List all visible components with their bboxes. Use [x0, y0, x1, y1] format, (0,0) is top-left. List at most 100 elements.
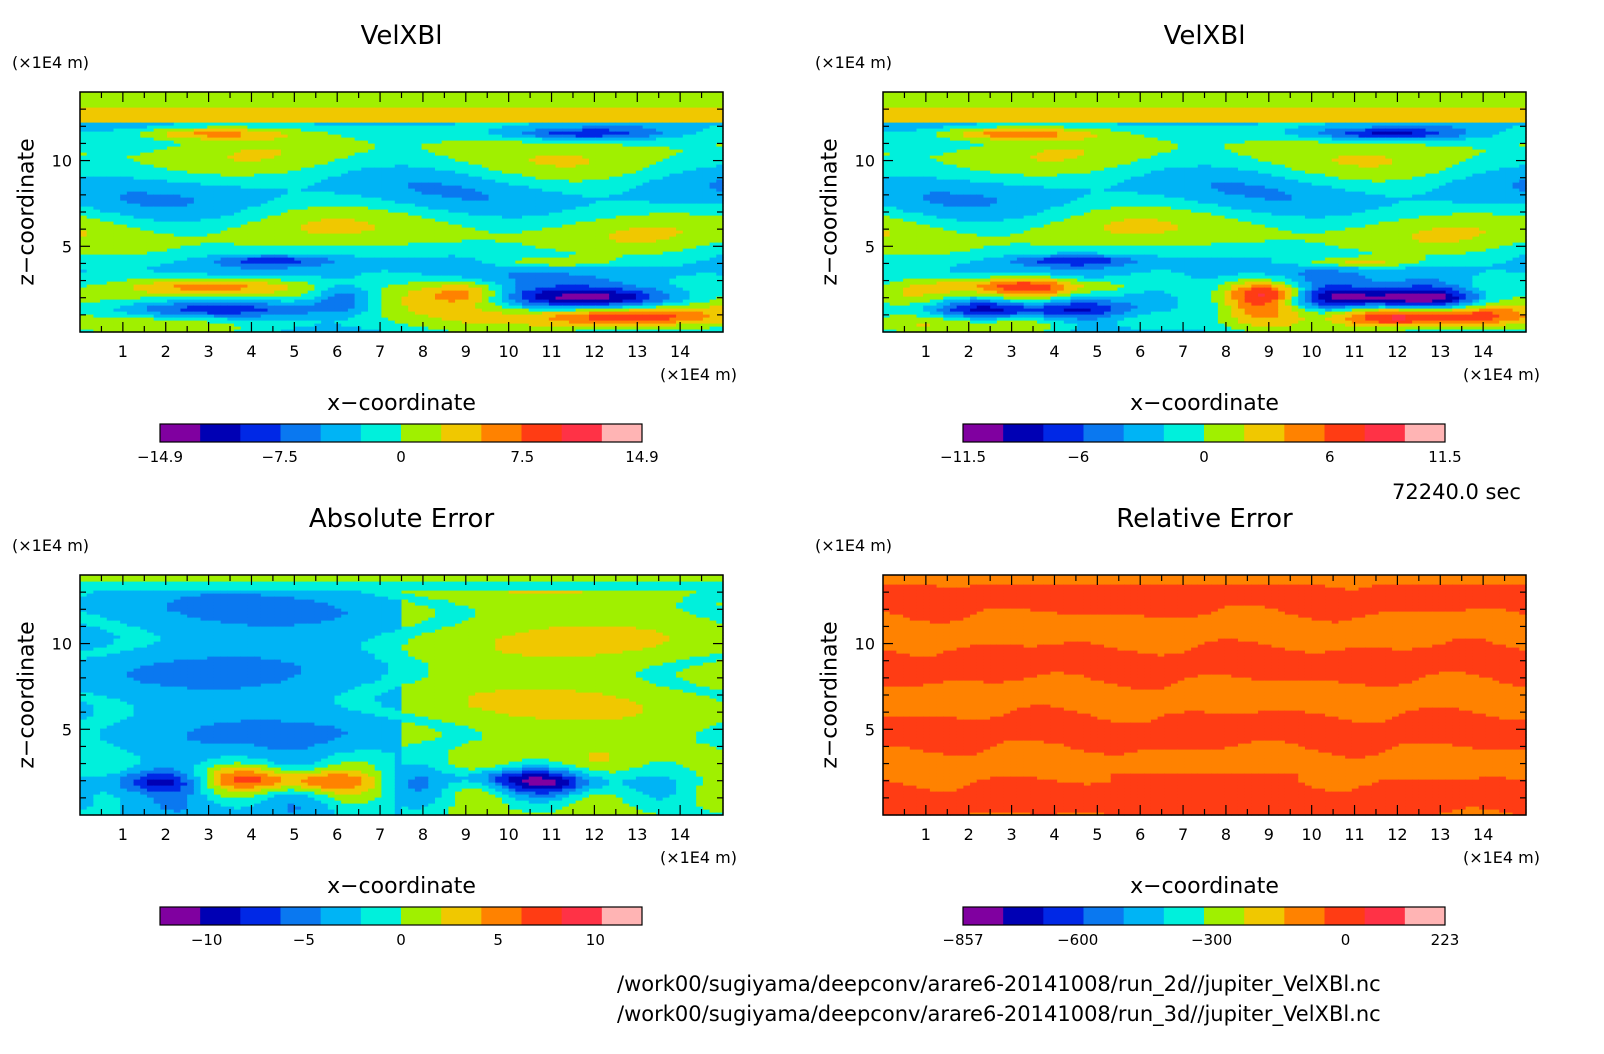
heatmap-cell: [274, 263, 282, 267]
heatmap-cell: [240, 164, 249, 168]
heatmap-cell: [160, 227, 168, 231]
heatmap-cell: [267, 203, 275, 207]
heatmap-cell: [274, 272, 282, 276]
heatmap-cell: [153, 281, 161, 285]
heatmap-cell: [146, 167, 155, 171]
heatmap-cell: [146, 278, 155, 282]
heatmap-cell: [207, 215, 215, 219]
heatmap-cell: [160, 248, 168, 252]
heatmap-cell: [254, 215, 262, 219]
heatmap-cell: [93, 200, 101, 204]
heatmap-cell: [80, 215, 88, 219]
heatmap-cell: [80, 287, 88, 291]
heatmap-cell: [227, 323, 235, 327]
heatmap-cell: [240, 200, 249, 204]
heatmap-cell: [146, 272, 155, 276]
heatmap-cell: [167, 308, 175, 312]
heatmap-cell: [153, 191, 161, 195]
heatmap-cell: [207, 176, 215, 180]
heatmap-cell: [146, 239, 155, 243]
heatmap-cell: [220, 257, 228, 261]
heatmap-cell: [146, 206, 155, 210]
heatmap-cell: [167, 149, 175, 153]
heatmap-cell: [120, 170, 128, 174]
heatmap-cell: [200, 251, 208, 255]
heatmap-cell: [167, 248, 175, 252]
heatmap-cell: [160, 104, 168, 108]
heatmap-cell: [240, 254, 249, 258]
heatmap-cell: [86, 221, 94, 225]
heatmap-cell: [106, 113, 115, 117]
heatmap-cell: [274, 197, 282, 201]
heatmap-cell: [247, 257, 255, 261]
heatmap-cell: [100, 161, 108, 165]
heatmap-cell: [227, 134, 235, 138]
heatmap-cell: [173, 266, 182, 270]
heatmap-cell: [106, 143, 115, 147]
heatmap-cell: [133, 263, 141, 267]
heatmap-cell: [167, 104, 175, 108]
heatmap-cell: [207, 254, 215, 258]
heatmap-cell: [254, 227, 262, 231]
heatmap-cell: [126, 131, 135, 135]
heatmap-cell: [113, 254, 121, 258]
heatmap-cell: [140, 167, 148, 171]
heatmap-cell: [133, 179, 141, 183]
heatmap-cell: [113, 251, 121, 255]
heatmap-cell: [153, 263, 161, 267]
heatmap-cell: [267, 224, 275, 228]
heatmap-cell: [227, 308, 235, 312]
heatmap-cell: [193, 104, 202, 108]
heatmap-cell: [113, 230, 121, 234]
heatmap-cell: [193, 176, 202, 180]
heatmap-cell: [173, 305, 182, 309]
heatmap-cell: [254, 95, 262, 99]
heatmap-cell: [120, 182, 128, 186]
heatmap-cell: [86, 302, 94, 306]
heatmap-cell: [274, 293, 282, 297]
heatmap-cell: [106, 266, 115, 270]
heatmap-cell: [260, 200, 269, 204]
heatmap-cell: [207, 179, 215, 183]
heatmap-cell: [167, 173, 175, 177]
heatmap-cell: [120, 302, 128, 306]
heatmap-cell: [234, 182, 242, 186]
heatmap-cell: [126, 152, 135, 156]
heatmap-cell: [220, 293, 228, 297]
heatmap-cell: [200, 155, 208, 159]
heatmap-cell: [260, 185, 269, 189]
heatmap-cell: [153, 140, 161, 144]
heatmap-cell: [260, 125, 269, 129]
heatmap-cell: [180, 266, 188, 270]
heatmap-cell: [133, 227, 141, 231]
heatmap-cell: [193, 278, 202, 282]
heatmap-cell: [213, 242, 222, 246]
heatmap-cell: [193, 173, 202, 177]
heatmap-cell: [80, 257, 88, 261]
heatmap-cell: [146, 209, 155, 213]
heatmap-cell: [260, 176, 269, 180]
heatmap-cell: [100, 125, 108, 129]
heatmap-cell: [274, 260, 282, 264]
heatmap-cell: [260, 245, 269, 249]
heatmap-cell: [167, 209, 175, 213]
heatmap-cell: [120, 206, 128, 210]
heatmap-cell: [80, 98, 88, 102]
heatmap-cell: [240, 239, 249, 243]
heatmap-cell: [133, 272, 141, 276]
heatmap-cell: [207, 311, 215, 315]
heatmap-cell: [140, 251, 148, 255]
heatmap-cell: [180, 212, 188, 216]
heatmap-cell: [93, 263, 101, 267]
heatmap-cell: [133, 245, 141, 249]
heatmap-cell: [173, 116, 182, 120]
heatmap-cell: [140, 233, 148, 237]
heatmap-cell: [80, 272, 88, 276]
heatmap-cell: [133, 305, 141, 309]
heatmap-cell: [187, 209, 195, 213]
heatmap-cell: [113, 302, 121, 306]
heatmap-cell: [100, 134, 108, 138]
heatmap-cell: [173, 125, 182, 129]
heatmap-cell: [267, 164, 275, 168]
heatmap-cell: [173, 224, 182, 228]
